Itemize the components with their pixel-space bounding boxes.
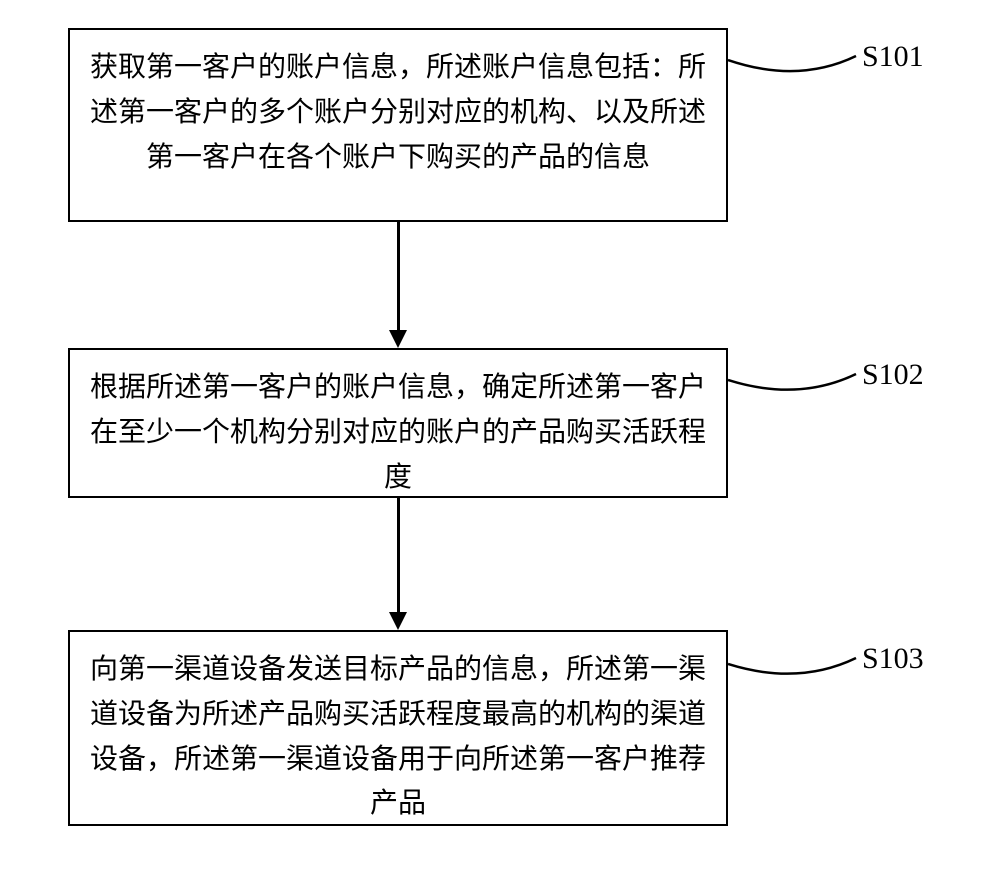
label-s101: S101 xyxy=(862,40,924,74)
connector-s103 xyxy=(728,636,862,686)
label-s103: S103 xyxy=(862,642,924,676)
arrow-head-s102-s103 xyxy=(389,612,407,630)
flowchart-node-s103: 向第一渠道设备发送目标产品的信息，所述第一渠道设备为所述产品购买活跃程度最高的机… xyxy=(68,630,728,826)
flowchart-node-s101: 获取第一客户的账户信息，所述账户信息包括：所述第一客户的多个账户分别对应的机构、… xyxy=(68,28,728,222)
arrow-s102-s103 xyxy=(397,498,400,612)
arrow-s101-s102 xyxy=(397,222,400,330)
flowchart-container: 获取第一客户的账户信息，所述账户信息包括：所述第一客户的多个账户分别对应的机构、… xyxy=(0,0,1000,894)
node-text-s102: 根据所述第一客户的账户信息，确定所述第一客户在至少一个机构分别对应的账户的产品购… xyxy=(90,366,706,500)
node-text-s103: 向第一渠道设备发送目标产品的信息，所述第一渠道设备为所述产品购买活跃程度最高的机… xyxy=(90,648,706,827)
label-s102: S102 xyxy=(862,358,924,392)
node-text-s101: 获取第一客户的账户信息，所述账户信息包括：所述第一客户的多个账户分别对应的机构、… xyxy=(90,46,706,180)
connector-s101 xyxy=(728,34,862,84)
flowchart-node-s102: 根据所述第一客户的账户信息，确定所述第一客户在至少一个机构分别对应的账户的产品购… xyxy=(68,348,728,498)
arrow-head-s101-s102 xyxy=(389,330,407,348)
connector-s102 xyxy=(728,352,862,402)
